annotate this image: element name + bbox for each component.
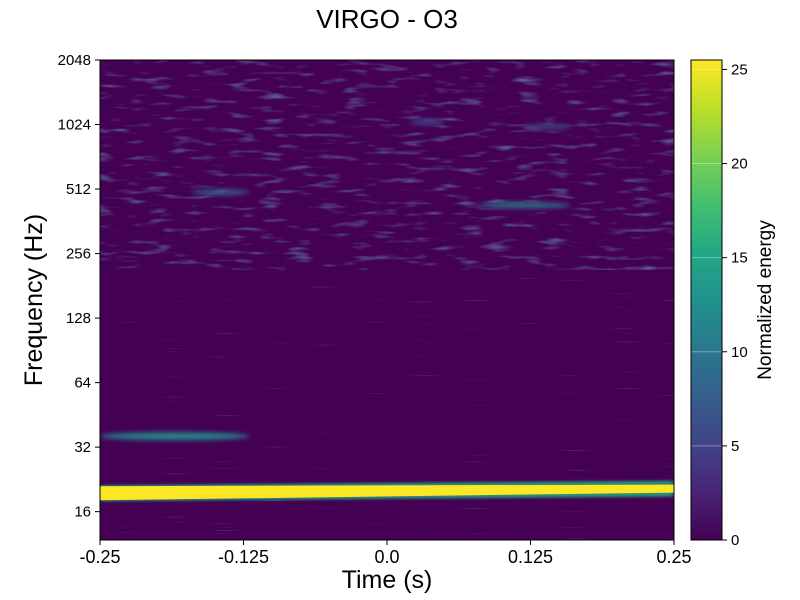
x-axis-ticks: -0.25 -0.125 0.0 0.125 0.25 bbox=[79, 540, 692, 567]
y-tick-label: 32 bbox=[74, 439, 91, 456]
y-tick-label: 128 bbox=[66, 310, 91, 327]
y-tick-label: 16 bbox=[74, 504, 91, 521]
colorbar-tick-label: 0 bbox=[731, 532, 739, 549]
y-tick-label: 64 bbox=[74, 375, 91, 392]
x-tick-label: -0.125 bbox=[218, 547, 269, 567]
x-tick-label: 0.25 bbox=[656, 547, 691, 567]
y-axis-label: Frequency (Hz) bbox=[20, 214, 48, 386]
y-tick-label: 256 bbox=[66, 246, 91, 263]
colorbar-ticks: 0 5 10 15 20 25 bbox=[722, 61, 748, 549]
colorbar-tick-label: 5 bbox=[731, 438, 739, 455]
colorbar-tick-label: 10 bbox=[731, 344, 748, 361]
energy-blob bbox=[478, 202, 571, 209]
energy-blob bbox=[524, 123, 571, 130]
plot-area bbox=[99, 59, 675, 541]
x-tick-label: 0.0 bbox=[374, 547, 399, 567]
colorbar-label: Normalized energy bbox=[755, 220, 776, 380]
x-axis-label: Time (s) bbox=[342, 566, 433, 594]
colorbar-frame bbox=[690, 59, 723, 541]
energy-blob bbox=[409, 119, 445, 126]
colorbar: 0 5 10 15 20 25 Normalized energy bbox=[690, 59, 776, 549]
colorbar-grid bbox=[691, 68, 722, 447]
energy-band bbox=[100, 484, 674, 501]
colorbar-tick-label: 15 bbox=[731, 250, 748, 267]
x-tick-label: 0.125 bbox=[508, 547, 553, 567]
y-tick-label: 2048 bbox=[58, 52, 91, 69]
energy-blob bbox=[100, 432, 250, 441]
y-tick-label: 1024 bbox=[58, 117, 91, 134]
y-tick-label: 512 bbox=[66, 181, 91, 198]
energy-blob bbox=[191, 189, 250, 196]
y-axis-ticks: 16 32 64 128 256 512 1024 2048 bbox=[58, 52, 100, 521]
colorbar-gradient bbox=[691, 60, 722, 540]
colorbar-tick-label: 25 bbox=[731, 61, 748, 78]
heatmap-features bbox=[100, 119, 674, 502]
x-tick-label: -0.25 bbox=[79, 547, 120, 567]
chart-title: VIRGO - O3 bbox=[316, 4, 458, 34]
colorbar-tick-label: 20 bbox=[731, 156, 748, 173]
